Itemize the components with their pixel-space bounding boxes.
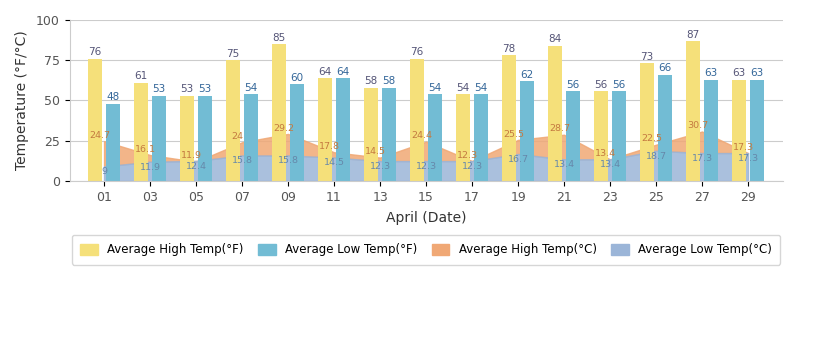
Text: 76: 76: [88, 47, 101, 57]
Text: 56: 56: [594, 80, 608, 89]
Text: 24.4: 24.4: [411, 131, 432, 140]
Bar: [383, 88, 396, 181]
Text: 75: 75: [227, 49, 240, 59]
Bar: [475, 94, 488, 181]
Text: 63: 63: [705, 68, 718, 78]
Text: 13.4: 13.4: [595, 149, 616, 158]
Text: 12.3: 12.3: [416, 162, 437, 171]
Text: 14.5: 14.5: [324, 158, 344, 167]
Text: 64: 64: [337, 67, 350, 77]
Bar: [134, 83, 148, 181]
Text: 58: 58: [364, 76, 378, 86]
Text: 17.3: 17.3: [738, 154, 759, 163]
Bar: [198, 96, 212, 181]
Bar: [594, 91, 608, 181]
Text: 12.4: 12.4: [186, 162, 207, 171]
X-axis label: April (Date): April (Date): [386, 211, 466, 224]
Text: 84: 84: [549, 34, 561, 45]
Text: 87: 87: [686, 30, 700, 39]
Bar: [318, 78, 332, 181]
Bar: [566, 91, 580, 181]
Bar: [613, 91, 626, 181]
Bar: [106, 104, 120, 181]
Text: 64: 64: [318, 67, 331, 77]
Legend: Average High Temp(°F), Average Low Temp(°F), Average High Temp(°C), Average Low : Average High Temp(°F), Average Low Temp(…: [72, 235, 780, 265]
Text: 63: 63: [750, 68, 764, 78]
Text: 15.8: 15.8: [232, 156, 252, 165]
Text: 62: 62: [520, 70, 534, 80]
Bar: [226, 60, 240, 181]
Text: 25.5: 25.5: [503, 130, 524, 139]
Text: 17.3: 17.3: [733, 143, 754, 152]
Text: 61: 61: [134, 71, 148, 81]
Bar: [410, 59, 424, 181]
Text: 11.9: 11.9: [181, 151, 202, 160]
Text: 17.8: 17.8: [319, 142, 340, 151]
Text: 53: 53: [198, 84, 212, 94]
Bar: [153, 96, 166, 181]
Text: 12.3: 12.3: [461, 162, 482, 171]
Text: 54: 54: [475, 83, 488, 93]
Text: 48: 48: [106, 92, 120, 102]
Bar: [520, 81, 535, 181]
Text: 63: 63: [732, 68, 745, 78]
Text: 78: 78: [502, 44, 515, 54]
Bar: [686, 41, 700, 181]
Text: 14.5: 14.5: [365, 147, 386, 156]
Text: 13.4: 13.4: [599, 160, 621, 169]
Text: 54: 54: [245, 83, 258, 93]
Text: 85: 85: [272, 33, 286, 43]
Bar: [364, 88, 378, 181]
Text: 58: 58: [383, 76, 396, 86]
Text: 56: 56: [613, 80, 626, 89]
Bar: [180, 96, 193, 181]
Bar: [272, 44, 286, 181]
Text: 29.2: 29.2: [273, 123, 294, 132]
Bar: [502, 55, 515, 181]
Bar: [428, 94, 442, 181]
Bar: [640, 63, 654, 181]
Bar: [658, 75, 672, 181]
Bar: [336, 78, 350, 181]
Text: 15.8: 15.8: [277, 156, 299, 165]
Text: 73: 73: [640, 52, 653, 62]
Bar: [244, 94, 258, 181]
Bar: [290, 84, 304, 181]
Bar: [750, 80, 764, 181]
Bar: [732, 80, 745, 181]
Text: 53: 53: [153, 84, 166, 94]
Bar: [705, 80, 718, 181]
Text: 11.9: 11.9: [139, 163, 160, 172]
Text: 53: 53: [180, 84, 193, 94]
Text: 24: 24: [232, 132, 243, 141]
Text: 13.4: 13.4: [554, 160, 574, 169]
Text: 24.7: 24.7: [89, 131, 110, 140]
Text: 76: 76: [410, 47, 423, 57]
Text: 28.7: 28.7: [549, 125, 570, 134]
Text: 9: 9: [101, 167, 107, 176]
Bar: [456, 94, 470, 181]
Text: 54: 54: [428, 83, 442, 93]
Text: 16.1: 16.1: [135, 145, 156, 154]
Text: 54: 54: [457, 83, 470, 93]
Y-axis label: Temperature (°F/°C): Temperature (°F/°C): [15, 30, 29, 170]
Text: 12.3: 12.3: [457, 151, 478, 160]
Bar: [548, 46, 562, 181]
Text: 60: 60: [290, 73, 304, 83]
Text: 18.7: 18.7: [646, 152, 666, 161]
Text: 16.7: 16.7: [508, 155, 529, 164]
Text: 56: 56: [567, 80, 580, 89]
Text: 12.3: 12.3: [369, 162, 391, 171]
Bar: [88, 59, 102, 181]
Text: 22.5: 22.5: [641, 134, 662, 143]
Text: 66: 66: [659, 63, 671, 73]
Text: 17.3: 17.3: [691, 154, 713, 163]
Text: 30.7: 30.7: [687, 121, 708, 130]
